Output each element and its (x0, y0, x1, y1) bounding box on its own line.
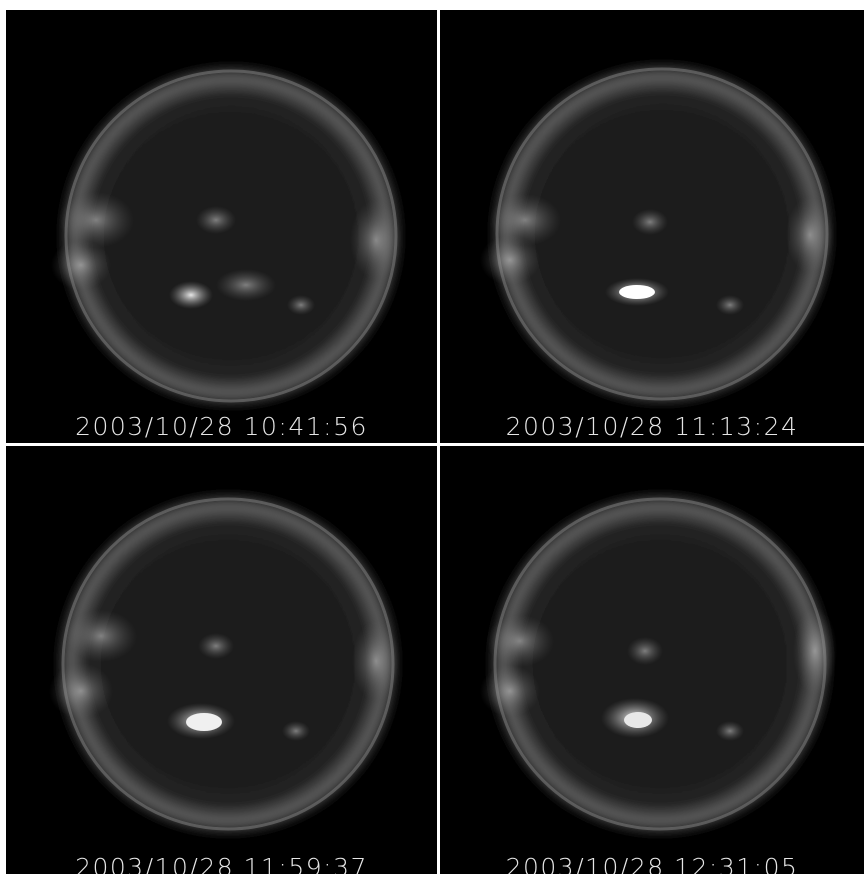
solar-image-panel: 2003/10/28 11:13:24 (440, 10, 864, 443)
timestamp-label: 2003/10/28 11:59:37 (75, 853, 368, 874)
solar-image-panel: 2003/10/28 12:31:05 (440, 446, 864, 874)
timestamp-label: 2003/10/28 12:31:05 (505, 853, 799, 874)
timestamp-label: 2003/10/28 11:13:24 (505, 412, 799, 441)
sun-disk-image (49, 486, 406, 842)
sun-disk-image (480, 56, 840, 412)
solar-image-panel: 2003/10/28 10:41:56 (6, 10, 437, 443)
timestamp-label: 2003/10/28 10:41:56 (75, 412, 368, 441)
sun-disk-image (480, 486, 838, 842)
solar-image-panel: 2003/10/28 11:59:37 (6, 446, 437, 874)
sun-disk-image (51, 58, 409, 414)
